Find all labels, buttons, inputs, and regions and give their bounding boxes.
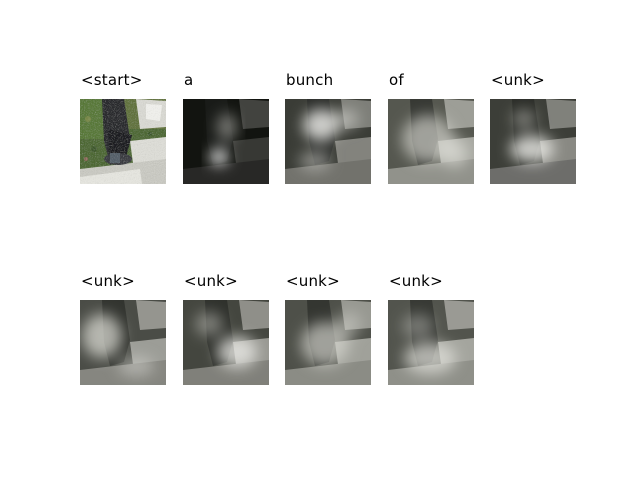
- panel-title: <unk>: [286, 272, 340, 290]
- panel-title: <unk>: [81, 272, 135, 290]
- panel-title: of: [389, 71, 404, 89]
- attention-heatmap: [80, 300, 166, 385]
- attention-heatmap: [490, 99, 576, 184]
- attention-heatmap: [183, 99, 269, 184]
- attention-heatmap: [285, 99, 371, 184]
- panel-title: <start>: [81, 71, 143, 89]
- attention-heatmap: [183, 300, 269, 385]
- panel-title: <unk>: [184, 272, 238, 290]
- panel-title: <unk>: [491, 71, 545, 89]
- panel-title: bunch: [286, 71, 334, 89]
- original-photo: [80, 99, 166, 184]
- panel-title: a: [184, 71, 194, 89]
- attention-heatmap: [285, 300, 371, 385]
- attention-heatmap: [388, 300, 474, 385]
- panel-title: <unk>: [389, 272, 443, 290]
- attention-heatmap: [388, 99, 474, 184]
